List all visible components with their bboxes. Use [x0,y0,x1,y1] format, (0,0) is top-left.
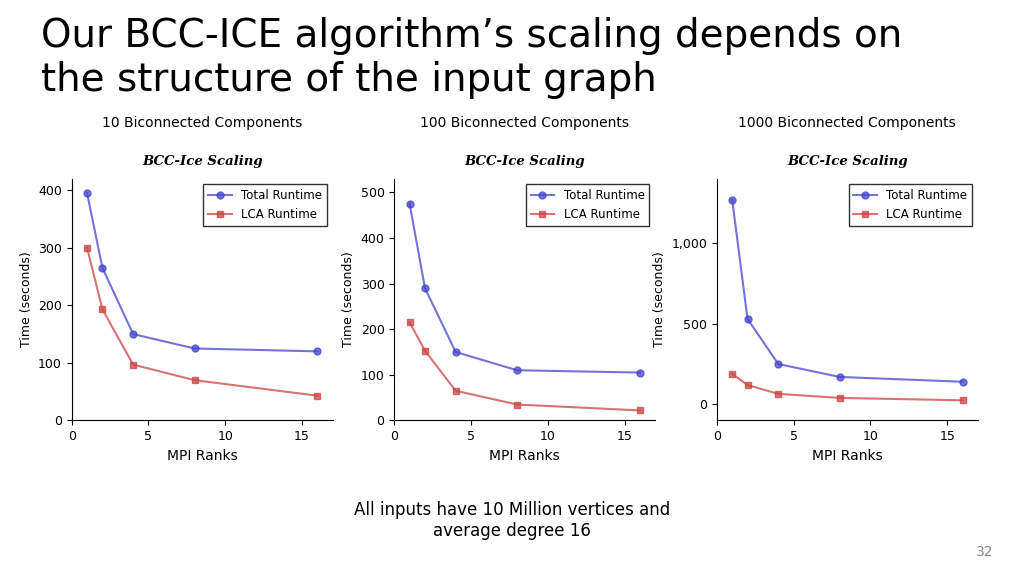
Line: LCA Runtime: LCA Runtime [84,244,321,399]
Legend: Total Runtime, LCA Runtime: Total Runtime, LCA Runtime [526,184,649,226]
Total Runtime [741,316,754,323]
LCA Runtime [511,401,523,408]
Total Runtime [511,367,523,374]
Total Runtime [127,331,139,338]
LCA Runtime [741,381,754,388]
Total Runtime [403,200,416,207]
LCA Runtime [834,395,846,401]
LCA Runtime [127,361,139,368]
Text: 32: 32 [976,545,993,559]
Line: LCA Runtime: LCA Runtime [407,319,643,414]
Total Runtime [450,348,462,355]
Total Runtime [634,369,646,376]
X-axis label: MPI Ranks: MPI Ranks [489,449,560,463]
Total Runtime [81,190,93,196]
Y-axis label: Time (seconds): Time (seconds) [652,252,666,347]
X-axis label: MPI Ranks: MPI Ranks [167,449,238,463]
LCA Runtime [188,377,201,384]
LCA Runtime [726,370,738,377]
Text: 1000 Biconnected Components: 1000 Biconnected Components [738,116,956,130]
Line: LCA Runtime: LCA Runtime [729,370,966,404]
Legend: Total Runtime, LCA Runtime: Total Runtime, LCA Runtime [849,184,972,226]
Total Runtime [726,196,738,203]
LCA Runtime [419,347,431,354]
LCA Runtime [96,306,109,313]
Total Runtime [834,373,846,380]
Text: BCC-Ice Scaling: BCC-Ice Scaling [142,155,262,168]
LCA Runtime [634,407,646,414]
Y-axis label: Time (seconds): Time (seconds) [342,252,355,347]
Total Runtime [772,361,784,367]
LCA Runtime [450,387,462,394]
Line: Total Runtime: Total Runtime [729,196,966,385]
LCA Runtime [81,244,93,251]
Total Runtime [96,264,109,271]
LCA Runtime [956,397,969,404]
Total Runtime [956,378,969,385]
Line: Total Runtime: Total Runtime [84,190,321,355]
Text: All inputs have 10 Million vertices and
average degree 16: All inputs have 10 Million vertices and … [354,501,670,540]
Text: BCC-Ice Scaling: BCC-Ice Scaling [465,155,585,168]
LCA Runtime [403,319,416,326]
Text: 100 Biconnected Components: 100 Biconnected Components [420,116,630,130]
LCA Runtime [311,392,324,399]
Text: Our BCC-ICE algorithm’s scaling depends on
the structure of the input graph: Our BCC-ICE algorithm’s scaling depends … [41,17,902,99]
Text: 10 Biconnected Components: 10 Biconnected Components [102,116,302,130]
LCA Runtime [772,391,784,397]
Text: BCC-Ice Scaling: BCC-Ice Scaling [787,155,907,168]
Total Runtime [188,345,201,352]
Line: Total Runtime: Total Runtime [407,200,643,376]
Total Runtime [311,348,324,355]
Total Runtime [419,285,431,291]
Legend: Total Runtime, LCA Runtime: Total Runtime, LCA Runtime [204,184,327,226]
Y-axis label: Time (seconds): Time (seconds) [19,252,33,347]
X-axis label: MPI Ranks: MPI Ranks [812,449,883,463]
